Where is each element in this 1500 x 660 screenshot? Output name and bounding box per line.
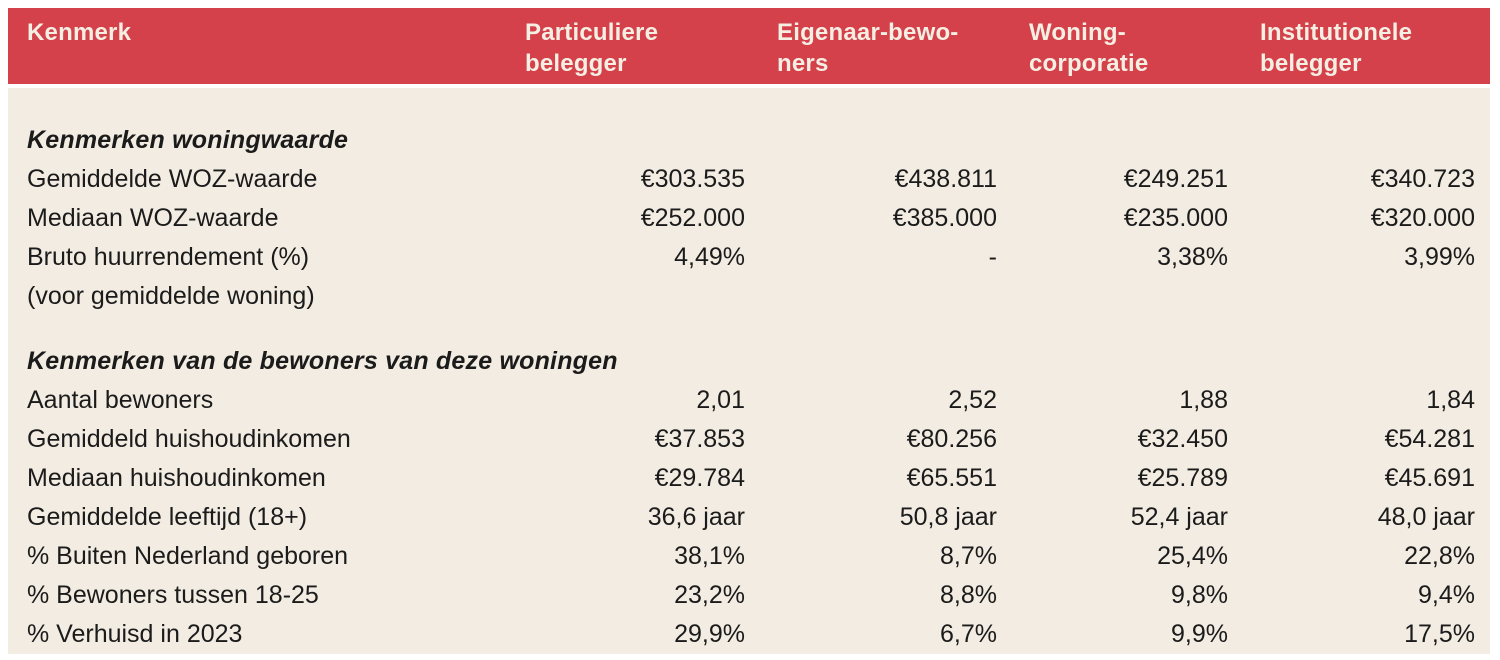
cell-value: 22,8%: [1404, 542, 1475, 570]
cell-value: 52,4 jaar: [1130, 503, 1228, 531]
cell-value: €32.450: [1137, 425, 1228, 453]
cell-value: €65.551: [906, 464, 997, 492]
table-body: Kenmerken woningwaarde Gemiddelde WOZ-wa…: [8, 88, 1490, 654]
row-label: Gemiddelde leeftijd (18+): [27, 503, 308, 531]
cell-value: €29.784: [654, 464, 745, 492]
cell-value: €25.789: [1137, 464, 1228, 492]
cell-value: €249.251: [1123, 165, 1228, 193]
section-heading: Kenmerken woningwaarde: [27, 126, 349, 154]
table-row: % Bewoners tussen 18-25 23,2% 8,8% 9,8% …: [8, 576, 1490, 615]
cell-value: 29,9%: [674, 620, 745, 648]
cell-value: €438.811: [894, 165, 997, 193]
cell-value: 9,4%: [1418, 581, 1475, 609]
column-header-particuliere-belegger: Particuliere belegger: [525, 19, 659, 77]
housing-characteristics-table: Kenmerk Particuliere belegger Eigenaar-b…: [8, 8, 1490, 654]
table-row: Gemiddelde WOZ-waarde €303.535 €438.811 …: [8, 160, 1490, 199]
table-row: Aantal bewoners 2,01 2,52 1,88 1,84: [8, 381, 1490, 420]
row-label: % Buiten Nederland geboren: [27, 542, 349, 570]
section-heading-row: Kenmerken woningwaarde: [8, 121, 1490, 160]
cell-value: -: [988, 243, 997, 271]
table-row: % Buiten Nederland geboren 38,1% 8,7% 25…: [8, 537, 1490, 576]
row-label: Aantal bewoners: [27, 386, 214, 414]
section-heading-row: Kenmerken van de bewoners van deze wonin…: [8, 342, 1490, 381]
cell-value: €37.853: [654, 425, 745, 453]
row-label: Gemiddeld huishoudinkomen: [27, 425, 351, 453]
table-row: Gemiddeld huishoudinkomen €37.853 €80.25…: [8, 420, 1490, 459]
table-row: Mediaan huishoudinkomen €29.784 €65.551 …: [8, 459, 1490, 498]
cell-value: 23,2%: [674, 581, 745, 609]
section-heading: Kenmerken van de bewoners van deze wonin…: [27, 347, 618, 375]
cell-value: 38,1%: [674, 542, 745, 570]
cell-value: 1,84: [1426, 386, 1475, 414]
column-header-kenmerk: Kenmerk: [27, 19, 132, 46]
row-label: % Verhuisd in 2023: [27, 620, 243, 648]
cell-value: €320.000: [1370, 204, 1475, 232]
cell-value: 48,0 jaar: [1377, 503, 1475, 531]
row-label: Mediaan WOZ-waarde: [27, 204, 279, 232]
table-row: Gemiddelde leeftijd (18+) 36,6 jaar 50,8…: [8, 498, 1490, 537]
cell-value: €252.000: [640, 204, 745, 232]
cell-value: 36,6 jaar: [647, 503, 745, 531]
column-header-woningcorporatie: Woning- corporatie: [1029, 19, 1149, 77]
cell-value: 17,5%: [1404, 620, 1475, 648]
table-row: Bruto huurrendement (%) 4,49% - 3,38% 3,…: [8, 238, 1490, 277]
cell-value: 2,52: [948, 386, 997, 414]
row-label: Gemiddelde WOZ-waarde: [27, 165, 318, 193]
cell-value: €385.000: [892, 204, 997, 232]
table-header-row: Kenmerk Particuliere belegger Eigenaar-b…: [8, 8, 1490, 84]
cell-value: €235.000: [1123, 204, 1228, 232]
cell-value: €303.535: [640, 165, 745, 193]
cell-value: 25,4%: [1157, 542, 1228, 570]
cell-value: 3,99%: [1404, 243, 1475, 271]
cell-value: €45.691: [1384, 464, 1475, 492]
cell-value: 2,01: [696, 386, 745, 414]
column-header-eigenaar-bewoners: Eigenaar-bewo- ners: [777, 19, 959, 77]
cell-value: 3,38%: [1157, 243, 1228, 271]
cell-value: 4,49%: [674, 243, 745, 271]
cell-value: 8,8%: [940, 581, 997, 609]
table-row-continuation: (voor gemiddelde woning): [8, 277, 1490, 316]
cell-value: 6,7%: [940, 620, 997, 648]
cell-value: €340.723: [1370, 165, 1475, 193]
cell-value: 1,88: [1179, 386, 1228, 414]
row-label: Bruto huurrendement (%): [27, 243, 310, 271]
cell-value: 8,7%: [940, 542, 997, 570]
cell-value: 9,8%: [1171, 581, 1228, 609]
row-label: % Bewoners tussen 18-25: [27, 581, 319, 609]
row-label-continuation: (voor gemiddelde woning): [27, 282, 315, 310]
cell-value: 9,9%: [1171, 620, 1228, 648]
table-row: % Verhuisd in 2023 29,9% 6,7% 9,9% 17,5%: [8, 615, 1490, 654]
row-label: Mediaan huishoudinkomen: [27, 464, 326, 492]
table-row: Mediaan WOZ-waarde €252.000 €385.000 €23…: [8, 199, 1490, 238]
cell-value: 50,8 jaar: [899, 503, 997, 531]
column-header-institutionele-belegger: Institutionele belegger: [1260, 19, 1413, 77]
cell-value: €80.256: [906, 425, 997, 453]
cell-value: €54.281: [1384, 425, 1475, 453]
